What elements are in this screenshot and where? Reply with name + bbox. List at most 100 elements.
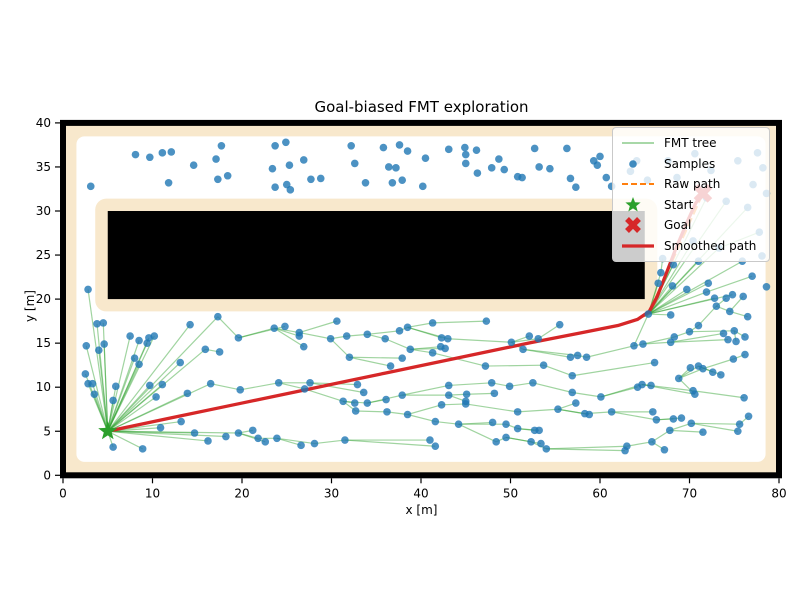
sample-point [492,438,500,446]
sample-point [734,427,742,436]
tree-edge [647,285,673,315]
sample-point [669,415,678,423]
legend-item-raw-path: Raw path [620,174,761,195]
x-tick-label: 60 [592,486,607,500]
dot-swatch-icon [629,159,637,168]
sample-point [146,153,154,162]
sample-point [573,351,582,360]
tree-edge [85,345,109,432]
start-marker [98,421,118,440]
sample-point [381,334,390,343]
sample-point [190,429,199,437]
tree-edge [611,411,657,421]
sample-point [206,379,215,388]
legend-item-smoothed-path: Smoothed path [620,236,761,257]
chart-title: Goal-biased FMT exploration [314,98,529,116]
sample-point [204,437,212,445]
tree-edge [706,275,753,293]
tree-edge [274,327,300,337]
tree-edge [689,330,735,333]
tree-edge [441,403,466,406]
sample-point [566,174,575,183]
sample-point [333,317,341,325]
sample-point [525,332,534,340]
tree-edge [107,384,163,432]
sample-point [382,395,390,404]
sample-point [426,436,434,444]
tree-edge [217,316,239,339]
tree-edge [407,326,442,339]
x-tick-label: 30 [324,486,339,500]
legend-label: Start [664,197,694,212]
tree-edge [107,386,117,432]
sample-point [100,340,108,348]
sample-point [164,179,173,187]
sample-point [135,360,143,369]
sample-point [152,393,160,401]
cross-swatch-icon [625,217,641,234]
sample-point [261,438,270,446]
tree-edge [691,422,738,432]
sample-point [674,374,683,383]
tree-edge [98,350,109,432]
sample-point [654,279,662,288]
tree-edge [276,437,315,445]
tree-edge [447,338,512,343]
tree-edge [485,364,544,367]
sample-point [146,381,154,390]
tree-edge [103,344,109,432]
tree-edge [344,439,436,447]
tree-edge [107,430,195,434]
sample-point [444,381,453,390]
y-tick-label: 20 [36,292,51,306]
tree-edge [432,320,487,324]
y-tick-label: 5 [43,424,51,438]
sample-point [648,438,656,446]
sample-point [273,434,281,443]
sample-point [505,382,514,391]
tree-edge [107,430,239,434]
tree-edge [648,288,688,315]
tree-edge [107,342,148,432]
sample-point [623,442,631,451]
sample-point [131,150,140,159]
sample-point [268,164,277,173]
sample-point [306,378,314,387]
sample-point [519,345,527,354]
sample-point [299,342,308,351]
sample-point [395,327,404,335]
tree-edge [586,345,635,358]
sample-point [677,414,686,422]
sample-point [744,412,753,421]
dashed-swatch-icon [622,183,654,186]
tree-edge [648,291,707,315]
tree-edge [517,408,558,413]
sample-point [472,146,481,155]
legend-item-fmt-tree: FMT tree [620,133,761,154]
sample-point [361,179,370,187]
sample-point [109,443,117,451]
tree-edge [107,362,181,432]
tree-edge [537,324,561,340]
sample-point [234,429,243,437]
tree-edge [107,392,188,432]
tree-edge [678,365,699,379]
tree-edge [458,421,493,425]
sample-point [177,417,185,426]
sample-point [167,148,176,156]
x-tick-label: 70 [682,486,697,500]
tree-edge [107,316,219,432]
y-tick-label: 10 [36,380,51,394]
sample-point [572,399,580,407]
sample-point [217,142,226,150]
tree-edge [384,338,411,350]
sample-point [490,389,499,398]
sample-point [722,294,730,303]
sample-point [482,317,491,325]
tree-edge [669,429,703,433]
sample-point [444,334,452,343]
sample-point [708,368,717,377]
tree-edge [600,386,638,398]
sample-point [351,407,360,415]
